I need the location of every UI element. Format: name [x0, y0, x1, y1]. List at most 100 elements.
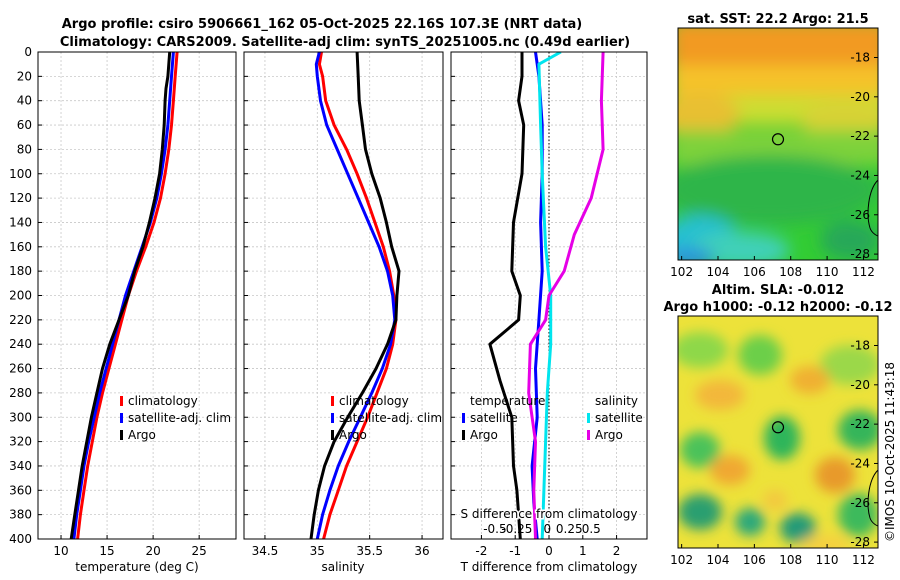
map-y-tick-label: -22 [850, 417, 870, 431]
x-tick-label: 2 [613, 544, 621, 558]
depth-tick-label: 400 [9, 532, 32, 546]
argo-position-marker [771, 133, 785, 146]
map-x-tick-label: 104 [707, 553, 730, 567]
map-y-tick-label: -20 [850, 90, 870, 104]
map-y-tick-label: -18 [850, 338, 870, 352]
depth-tick-label: 100 [9, 167, 32, 181]
depth-tick-label: 160 [9, 240, 32, 254]
map-x-tick-label: 106 [743, 553, 766, 567]
temperature-panel: 10 15 20 25 [37, 51, 237, 558]
axes-frame [450, 51, 648, 540]
x-tick-label: 10 [53, 544, 68, 558]
salinity-legend: climatology satellite-adj. clim Argo [331, 394, 442, 442]
map-x-tick-label: 110 [816, 553, 839, 567]
depth-tick-label: 340 [9, 459, 32, 473]
x-tick-label: 35.5 [356, 544, 383, 558]
map-x-tick-label: 108 [779, 265, 802, 279]
argo-position-marker [771, 421, 785, 434]
x-tick-label: 15 [99, 544, 114, 558]
depth-tick-label: 220 [9, 313, 32, 327]
difference-panel: -2 -1 0 1 2 [450, 51, 648, 558]
legend-climatology-label: climatology [128, 394, 198, 408]
depth-tick-label: 200 [9, 289, 32, 303]
sla-map-frame [677, 315, 879, 549]
depth-tick-label: 60 [17, 118, 32, 132]
axes-frame [243, 51, 444, 540]
legend-argo-label: Argo [128, 428, 156, 442]
map-y-tick-label: -18 [850, 50, 870, 64]
sst-heatmap [678, 28, 878, 260]
map-y-tick-label: -26 [850, 496, 870, 510]
depth-tick-label: 320 [9, 435, 32, 449]
sst-map-axes: 102 104 106 108 110 112 -18 -20 -22 -24 -26 -28 [670, 50, 878, 279]
x-tick-label: 34.5 [252, 544, 279, 558]
s-diff-tick-label: 0.5 [582, 522, 601, 536]
series-line-salinity-argo [527, 52, 605, 539]
legend-diff-t-satellite: satellite [470, 411, 518, 425]
x-tick-label: 1 [579, 544, 587, 558]
x-tick-label: 25 [192, 544, 207, 558]
salinity-xlabel: salinity [321, 560, 364, 574]
depth-tick-label: 260 [9, 362, 32, 376]
map-y-tick-label: -20 [850, 378, 870, 392]
map-x-tick-label: 108 [779, 553, 802, 567]
series-line-argo [309, 52, 401, 539]
series-line-satellite-adj-clim [72, 52, 175, 539]
map-x-tick-label: 112 [852, 265, 875, 279]
series-line-argo [69, 52, 172, 539]
depth-tick-label: 20 [17, 69, 32, 83]
depth-tick-label: 80 [17, 142, 32, 156]
legend-salinity-title: salinity [595, 394, 638, 408]
legend-satellite-label: satellite-adj. clim [128, 411, 231, 425]
sla-map-title-line1: Altim. SLA: -0.012 [712, 283, 844, 298]
map-x-tick-label: 106 [743, 265, 766, 279]
axes-frame [37, 51, 237, 540]
series-line-climatology [317, 52, 398, 539]
x-tick-label: -1 [509, 544, 521, 558]
depth-tick-label: 40 [17, 94, 32, 108]
map-x-tick-label: 102 [670, 553, 693, 567]
depth-tick-label: 140 [9, 215, 32, 229]
x-tick-label: 20 [145, 544, 160, 558]
temperature-xlabel: temperature (deg C) [75, 560, 198, 574]
depth-tick-label: 180 [9, 264, 32, 278]
depth-tick-label: 120 [9, 191, 32, 205]
x-tick-label: 0 [545, 544, 553, 558]
imos-watermark: ©IMOS 10-Oct-2025 11:43:18 [883, 362, 897, 542]
s-diff-tick-label: -0.5 [483, 522, 506, 536]
legend-diff-s-argo: Argo [595, 428, 623, 442]
series-line-temperature-argo [488, 52, 526, 539]
legend-sal-argo-label: Argo [339, 428, 367, 442]
map-x-tick-label: 110 [816, 265, 839, 279]
depth-tick-label: 280 [9, 386, 32, 400]
temperature-legend: climatology satellite-adj. clim Argo [120, 394, 231, 442]
s-difference-label: S difference from climatology [461, 507, 638, 521]
s-diff-tick-label: 0.25 [556, 522, 583, 536]
map-y-tick-label: -24 [850, 168, 870, 182]
depth-tick-label: 380 [9, 508, 32, 522]
figure-title-line2: Climatology: CARS2009. Satellite-adj cli… [60, 35, 630, 50]
map-y-tick-label: -24 [850, 456, 870, 470]
depth-tick-labels: 0 20 40 60 80 100 120 140 160 180 200 220 240 260 280 3… [9, 45, 32, 546]
s-diff-tick-label: 0 [543, 522, 551, 536]
legend-sal-climatology-label: climatology [339, 394, 409, 408]
x-tick-label: 35 [310, 544, 325, 558]
sst-map-frame [677, 27, 879, 261]
difference-legend: temperature satellite Argo salinity sate… [462, 394, 643, 442]
depth-tick-label: 0 [24, 45, 32, 59]
legend-diff-t-argo: Argo [470, 428, 498, 442]
map-y-tick-label: -26 [850, 208, 870, 222]
s-difference-tick-labels: -0.5-0.25 0 0.25 0.5 [483, 522, 601, 536]
salinity-panel: 34.5 35 35.5 36 [243, 51, 444, 558]
difference-xlabel: T difference from climatology [460, 560, 638, 574]
map-y-tick-label: -28 [850, 247, 870, 261]
sla-heatmap [678, 316, 878, 548]
sst-map-title: sat. SST: 22.2 Argo: 21.5 [687, 12, 868, 27]
figure-title-line1: Argo profile: csiro 5906661_162 05-Oct-2… [62, 17, 583, 32]
legend-sal-satellite-label: satellite-adj. clim [339, 411, 442, 425]
sla-map-axes: 102 104 106 108 110 112 -18 -20 -22 -24 -26 -28 [670, 338, 878, 567]
legend-diff-s-satellite: satellite [595, 411, 643, 425]
x-tick-label: -2 [475, 544, 487, 558]
map-y-tick-label: -28 [850, 535, 870, 549]
